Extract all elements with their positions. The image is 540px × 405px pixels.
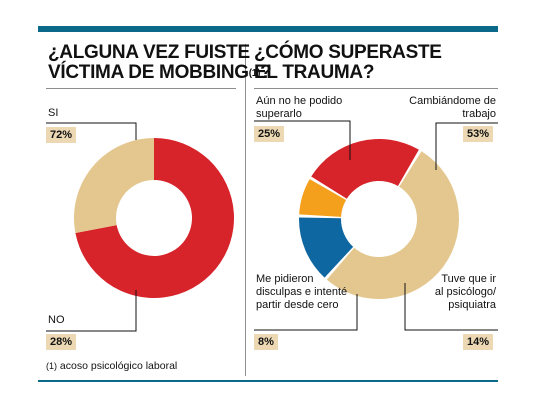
right-title-line-2: EL TRAUMA? bbox=[254, 62, 375, 83]
left-title-text: VÍCTIMA DE MOBBING bbox=[48, 62, 249, 83]
slice-value-aun: 25% bbox=[254, 126, 285, 142]
slice-label-no: NO bbox=[48, 314, 65, 326]
leader-si bbox=[46, 122, 137, 140]
trauma-slice-cambiandome-de-trabajo bbox=[326, 151, 459, 299]
left-title-end: ? bbox=[260, 62, 272, 83]
leader-lines bbox=[46, 120, 498, 332]
mobbing-slice-no bbox=[74, 138, 154, 233]
leader-cambiandome bbox=[435, 122, 498, 170]
slice-label-me-pidieron: Me pidieron disculpas e intenté partir d… bbox=[256, 273, 348, 311]
column-divider bbox=[245, 44, 246, 376]
bottom-rule bbox=[38, 380, 498, 382]
footnote-text: acoso psicológico laboral bbox=[57, 360, 178, 372]
leader-tuve bbox=[404, 283, 498, 331]
leader-no bbox=[46, 290, 137, 332]
slice-value-me-pidieron: 8% bbox=[254, 334, 278, 350]
right-title-rule bbox=[254, 88, 498, 89]
right-chart-title: ¿CÓMO SUPERASTE EL TRAUMA? bbox=[254, 43, 442, 83]
top-accent-bar bbox=[38, 26, 498, 32]
left-title-line-1: ¿ALGUNA VEZ FUISTE bbox=[48, 42, 250, 63]
leader-me-pidieron bbox=[254, 294, 358, 331]
slice-label-cambiandome: Cambiándome de trabajo bbox=[409, 95, 496, 120]
trauma-slice-me-pidieron-disculpas-e- bbox=[299, 179, 347, 217]
donut-chart-mobbing bbox=[74, 138, 234, 298]
left-title-rule bbox=[46, 88, 236, 89]
donut-chart-trauma bbox=[299, 138, 459, 299]
right-title-line-1: ¿CÓMO SUPERASTE bbox=[254, 42, 442, 63]
slice-value-tuve: 14% bbox=[463, 334, 494, 350]
mobbing-slice-si bbox=[75, 138, 234, 298]
slice-value-si: 72% bbox=[46, 127, 77, 143]
footnote-number: (1) bbox=[46, 361, 57, 371]
left-title-footnote-mark: (1) bbox=[248, 68, 261, 79]
slice-label-tuve: Tuve que ir al psicólogo/ psiquiatra bbox=[434, 273, 496, 311]
trauma-slice-aun-no-he-podido-superar bbox=[311, 138, 419, 199]
slice-label-si: SI bbox=[48, 107, 59, 119]
trauma-slice-tuve-que-ir-al-psicologo bbox=[299, 217, 354, 278]
left-title-line-2: VÍCTIMA DE MOBBING(1)? bbox=[48, 62, 272, 83]
slice-label-aun: Aún no he podido superarlo bbox=[256, 95, 343, 120]
slice-value-cambiandome: 53% bbox=[463, 126, 494, 142]
leader-aun bbox=[254, 120, 351, 160]
slice-value-no: 28% bbox=[46, 334, 77, 350]
footnote: (1) acoso psicológico laboral bbox=[46, 360, 177, 372]
left-chart-title: ¿ALGUNA VEZ FUISTE VÍCTIMA DE MOBBING(1)… bbox=[48, 42, 272, 83]
